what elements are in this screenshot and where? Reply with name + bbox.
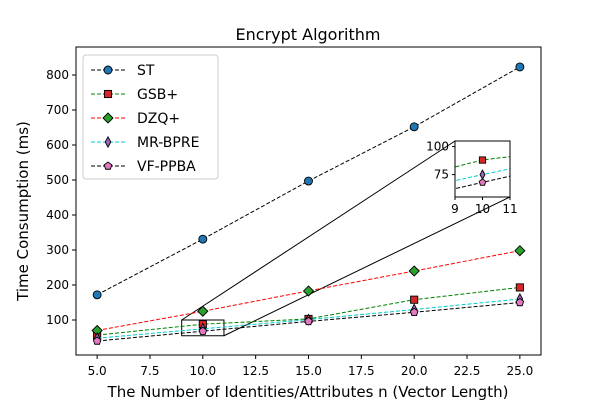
legend-marker bbox=[104, 135, 112, 149]
inset-y-tick-label: 75 bbox=[434, 168, 449, 182]
y-tick-label: 300 bbox=[46, 243, 69, 257]
axes: 5.0 7.5 10.0 12.5 15.0 17.5 20.0 22.5 25.0 100 200… bbox=[46, 68, 533, 378]
legend-box bbox=[82, 54, 219, 180]
legend-label: MR-BPRE bbox=[137, 135, 199, 151]
inset-data-point bbox=[478, 156, 487, 164]
data-point bbox=[92, 290, 102, 300]
legend-item: MR-BPRE bbox=[91, 135, 199, 151]
y-tick-label: 700 bbox=[46, 103, 69, 117]
data-point bbox=[409, 307, 419, 316]
series-layer bbox=[91, 62, 526, 345]
legend-label: VF-PPBA bbox=[137, 159, 196, 175]
x-tick-label: 15.0 bbox=[295, 364, 322, 378]
x-tick-label: 5.0 bbox=[88, 364, 107, 378]
series-vf-ppba bbox=[92, 297, 525, 345]
inset-x-tick-label: 10 bbox=[475, 202, 490, 216]
inset-x-tick-label: 11 bbox=[502, 202, 517, 216]
data-point bbox=[514, 245, 526, 257]
x-tick-label: 22.5 bbox=[454, 364, 481, 378]
zoom-connector bbox=[181, 140, 456, 321]
data-point bbox=[304, 176, 313, 186]
data-point bbox=[515, 62, 525, 72]
zoom-connector bbox=[223, 196, 511, 337]
y-tick-label: 500 bbox=[46, 173, 69, 187]
legend-item: DZQ+ bbox=[91, 111, 180, 127]
x-tick-label: 12.5 bbox=[242, 364, 269, 378]
inset-series-line bbox=[345, 0, 600, 66]
data-point bbox=[197, 305, 209, 317]
data-point bbox=[304, 316, 313, 326]
chart-title: Encrypt Algorithm bbox=[236, 25, 381, 44]
data-point bbox=[198, 326, 208, 335]
legend-item: ST bbox=[91, 63, 155, 79]
x-tick-label: 20.0 bbox=[401, 364, 428, 378]
legend-item: GSB+ bbox=[91, 87, 178, 103]
legend-marker bbox=[102, 112, 114, 124]
data-point bbox=[515, 297, 525, 307]
inset-series bbox=[345, 0, 600, 190]
x-tick-label: 17.5 bbox=[348, 364, 375, 378]
x-axis-label: The Number of Identities/Attributes n (V… bbox=[107, 383, 509, 400]
data-point bbox=[410, 295, 419, 304]
data-point bbox=[408, 265, 420, 277]
x-tick-label: 10.0 bbox=[189, 364, 216, 378]
y-tick-label: 200 bbox=[46, 278, 69, 292]
x-tick-label: 25.0 bbox=[507, 364, 534, 378]
y-tick-label: 600 bbox=[46, 138, 69, 152]
legend-label: GSB+ bbox=[137, 87, 178, 103]
legend: ST GSB+ DZQ+ MR-BPRE VF-PPBA bbox=[82, 54, 219, 180]
data-point bbox=[409, 122, 419, 132]
inset-y-tick-label: 100 bbox=[426, 140, 449, 154]
inset-x-tick-label: 9 bbox=[451, 202, 459, 216]
y-tick-label: 400 bbox=[46, 208, 69, 222]
zoom-indicator bbox=[181, 140, 511, 337]
y-axis-label: Time Consumption (ms) bbox=[14, 121, 32, 302]
inset-background bbox=[455, 141, 510, 197]
legend-item: VF-PPBA bbox=[91, 159, 196, 175]
y-tick-label: 100 bbox=[46, 313, 69, 327]
data-point bbox=[92, 336, 102, 345]
series-st bbox=[92, 62, 525, 300]
data-point bbox=[198, 234, 208, 244]
legend-marker bbox=[103, 89, 113, 99]
inset-data-point bbox=[478, 178, 487, 186]
inset-zoom: 9 10 11 75 100 bbox=[345, 0, 600, 216]
legend-label: ST bbox=[137, 63, 155, 79]
legend-marker bbox=[103, 161, 113, 170]
data-point bbox=[515, 283, 524, 292]
legend-marker bbox=[103, 65, 113, 75]
legend-label: DZQ+ bbox=[137, 111, 180, 127]
zoom-box bbox=[181, 319, 225, 337]
x-tick-label: 7.5 bbox=[140, 364, 159, 378]
y-tick-label: 800 bbox=[46, 68, 69, 82]
data-point bbox=[302, 285, 315, 297]
